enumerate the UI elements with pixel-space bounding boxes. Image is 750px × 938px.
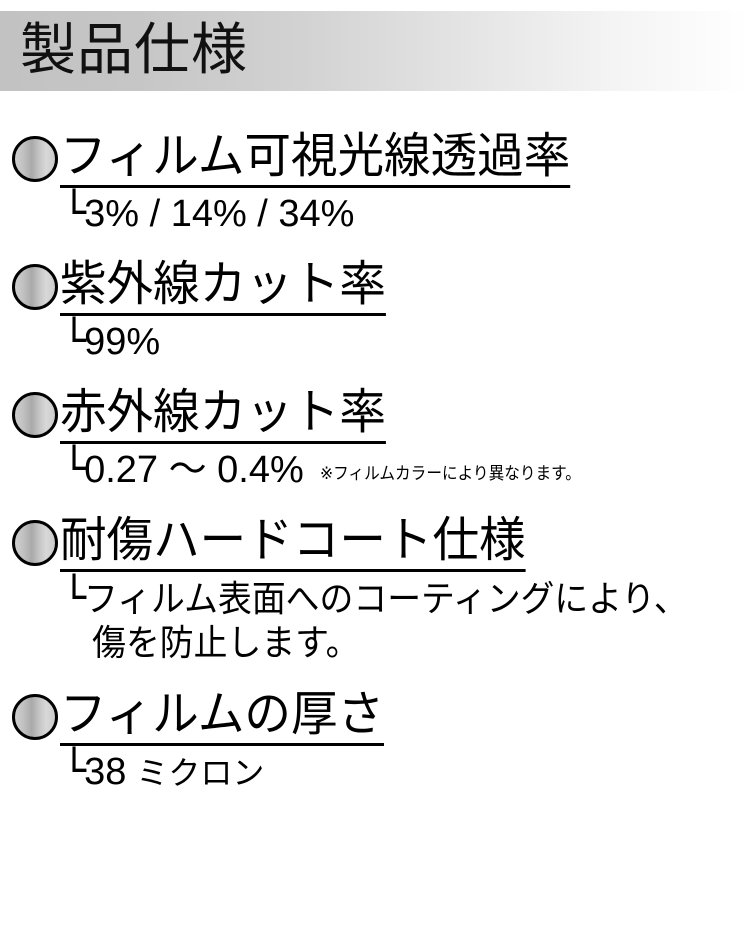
filled-circle-icon (12, 694, 58, 740)
spec-description-line-1: フィルム表面へのコーティングにより、 (84, 578, 688, 619)
corner-connector-icon: └ (62, 575, 87, 621)
filled-circle-icon (12, 136, 58, 182)
corner-connector-icon: └ (62, 446, 87, 492)
spec-value-row: └ 99% (0, 320, 750, 364)
spec-heading-label: 赤外線カット率 (60, 386, 386, 444)
spec-value-number: 38 (84, 751, 127, 793)
spec-value-unit: ミクロン (136, 755, 265, 791)
spec-list: フィルム可視光線透過率 └ 3% / 14% / 34% 紫外線カット率 └ 9… (0, 130, 750, 817)
filled-circle-icon (12, 520, 58, 566)
spec-heading-row: 耐傷ハードコート仕様 (0, 514, 750, 572)
spec-heading-label: 耐傷ハードコート仕様 (60, 514, 526, 572)
spec-heading-label: フィルムの厚さ (60, 688, 385, 746)
spec-heading-row: 赤外線カット率 (0, 386, 750, 444)
spec-value-text: 3% / 14% / 34% (84, 193, 355, 235)
page-title: 製品仕様 (20, 18, 248, 81)
spec-heading-row: フィルム可視光線透過率 (0, 130, 750, 188)
header-band (0, 11, 750, 91)
spec-description-row: └ フィルム表面へのコーティングにより、 (0, 576, 750, 622)
spec-value-row: └ 0.27 ～ 0.4% ※フィルムカラーにより異なります。 (0, 448, 750, 492)
corner-connector-icon: └ (62, 748, 87, 794)
spec-item-scratch-resistant-hard-coat: 耐傷ハードコート仕様 └ フィルム表面へのコーティングにより、 傷を防止します。 (0, 514, 750, 666)
spec-value-row: └ 38 ミクロン (0, 750, 750, 795)
spec-item-uv-cut-rate: 紫外線カット率 └ 99% (0, 258, 750, 364)
filled-circle-icon (12, 392, 58, 438)
spec-value-row: └ 3% / 14% / 34% (0, 192, 750, 236)
spec-item-infrared-cut-rate: 赤外線カット率 └ 0.27 ～ 0.4% ※フィルムカラーにより異なります。 (0, 386, 750, 492)
spec-value-text: 99% (84, 321, 161, 363)
spec-heading-label: フィルム可視光線透過率 (60, 130, 571, 188)
spec-item-film-thickness: フィルムの厚さ └ 38 ミクロン (0, 688, 750, 795)
spec-heading-row: フィルムの厚さ (0, 688, 750, 746)
spec-value-text: 0.27 ～ 0.4% (84, 449, 304, 491)
corner-connector-icon: └ (62, 318, 87, 364)
filled-circle-icon (12, 264, 58, 310)
spec-footnote-text: ※フィルムカラーにより異なります。 (319, 464, 581, 483)
spec-heading-label: 紫外線カット率 (60, 258, 386, 316)
spec-heading-row: 紫外線カット率 (0, 258, 750, 316)
spec-item-visible-light-transmittance: フィルム可視光線透過率 └ 3% / 14% / 34% (0, 130, 750, 236)
corner-connector-icon: └ (62, 190, 87, 236)
spec-description-line-2: 傷を防止します。 (92, 622, 360, 663)
